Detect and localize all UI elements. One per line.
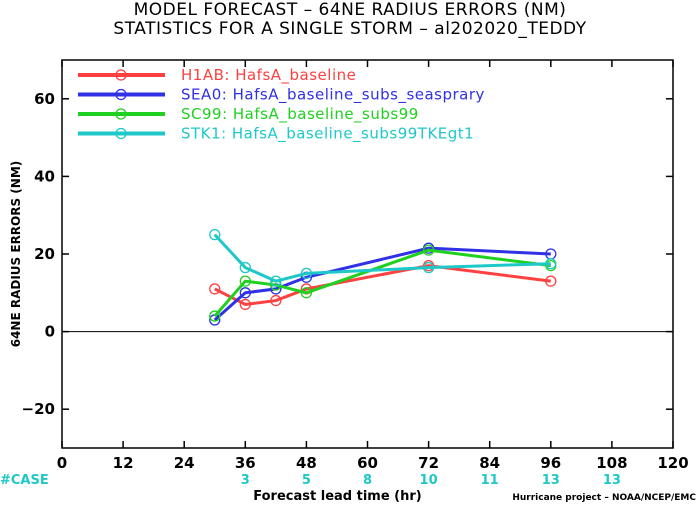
legend-entry-4: STK1: HafsA_baseline_subs99TKEgt1: [181, 125, 474, 144]
data-point: [545, 258, 557, 270]
data-point: [422, 261, 435, 274]
legend-entry-1: H1AB: HafsA_baseline: [181, 66, 356, 85]
data-point: [209, 228, 221, 241]
case-row-label: #CASE: [0, 473, 49, 488]
x-tick-label: 120: [657, 454, 688, 472]
case-count: 13: [603, 473, 621, 488]
credit-text: Hurricane project – NOAA/NCEP/EMC: [512, 493, 696, 503]
data-point: [422, 244, 435, 256]
legend-marker: [115, 88, 127, 101]
x-tick-label: 12: [113, 454, 134, 472]
data-point: [209, 310, 221, 322]
legend-marker: [115, 127, 127, 140]
x-tick-label: 60: [357, 454, 378, 472]
y-tick-label: 20: [34, 245, 55, 263]
data-point: [239, 261, 251, 274]
data-point: [545, 275, 557, 287]
data-point: [300, 267, 313, 280]
x-tick-label: 72: [418, 454, 439, 472]
data-point: [239, 298, 251, 311]
series-line-3: [213, 248, 551, 318]
x-tick-label: 84: [479, 454, 500, 472]
data-point: [239, 287, 251, 299]
data-point: [270, 275, 282, 287]
case-count: 13: [542, 473, 560, 488]
data-point: [209, 283, 221, 295]
x-tick-label: 36: [235, 454, 256, 472]
legend-marker: [115, 69, 127, 81]
y-axis-label: 64NE RADIUS ERRORS (NM): [9, 161, 23, 348]
y-tick-label: 0: [45, 323, 55, 341]
case-count: 3: [241, 473, 250, 488]
x-tick-label: 48: [296, 454, 317, 472]
y-tick-label: 40: [34, 167, 55, 185]
series-line-2: [213, 246, 551, 322]
series-line-4: [213, 233, 551, 283]
x-axis-label: Forecast lead time (hr): [253, 489, 421, 504]
x-tick-label: 0: [57, 454, 67, 472]
x-tick-label: 96: [540, 454, 561, 472]
case-count: 5: [302, 473, 311, 488]
x-tick-label: 24: [174, 454, 195, 472]
case-count: 11: [481, 473, 499, 488]
data-point: [300, 287, 313, 299]
y-tick-label: 60: [34, 90, 55, 108]
case-count: 8: [363, 473, 372, 488]
legend-entry-2: SEA0: HafsA_baseline_subs_seasprary: [181, 86, 485, 105]
data-point: [270, 294, 282, 307]
chart-subtitle: STATISTICS FOR A SINGLE STORM – al202020…: [113, 19, 587, 39]
case-count: 10: [420, 473, 438, 488]
legend-marker: [115, 108, 127, 120]
plot-frame: [61, 59, 674, 449]
chart-title: MODEL FORECAST – 64NE RADIUS ERRORS (NM): [133, 0, 567, 20]
legend-entry-3: SC99: HafsA_baseline_subs99: [181, 105, 419, 124]
x-tick-label: 108: [596, 454, 627, 472]
y-tick-label: −20: [22, 400, 55, 418]
data-point: [239, 275, 251, 287]
